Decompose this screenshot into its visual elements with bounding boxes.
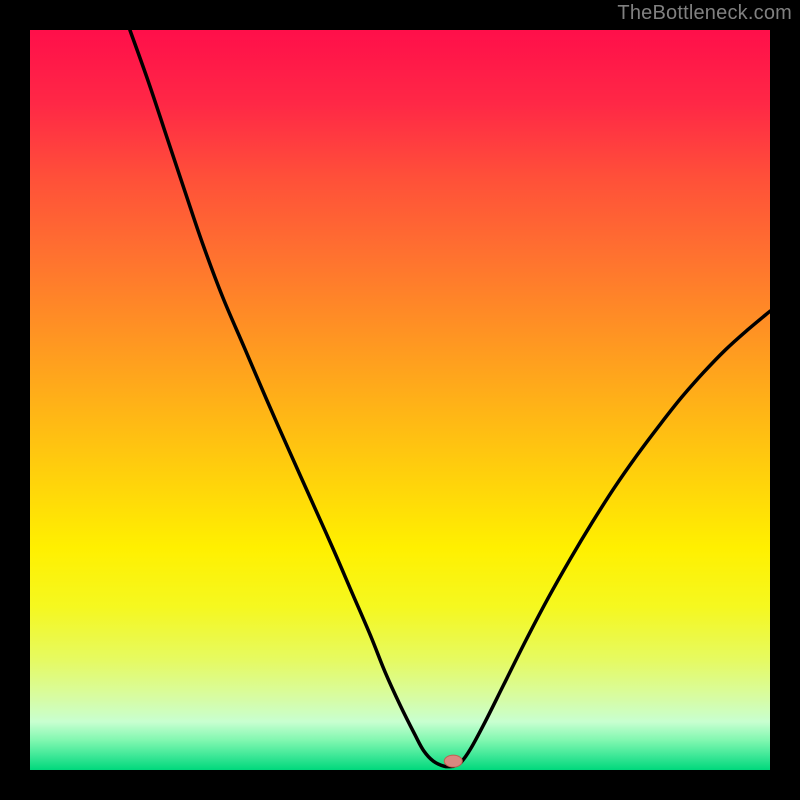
min-point-marker: [444, 755, 462, 767]
plot-background: [30, 30, 770, 770]
chart-container: { "watermark": { "text": "TheBottleneck.…: [0, 0, 800, 800]
bottleneck-curve-chart: [0, 0, 800, 800]
watermark-text: TheBottleneck.com: [617, 2, 792, 25]
